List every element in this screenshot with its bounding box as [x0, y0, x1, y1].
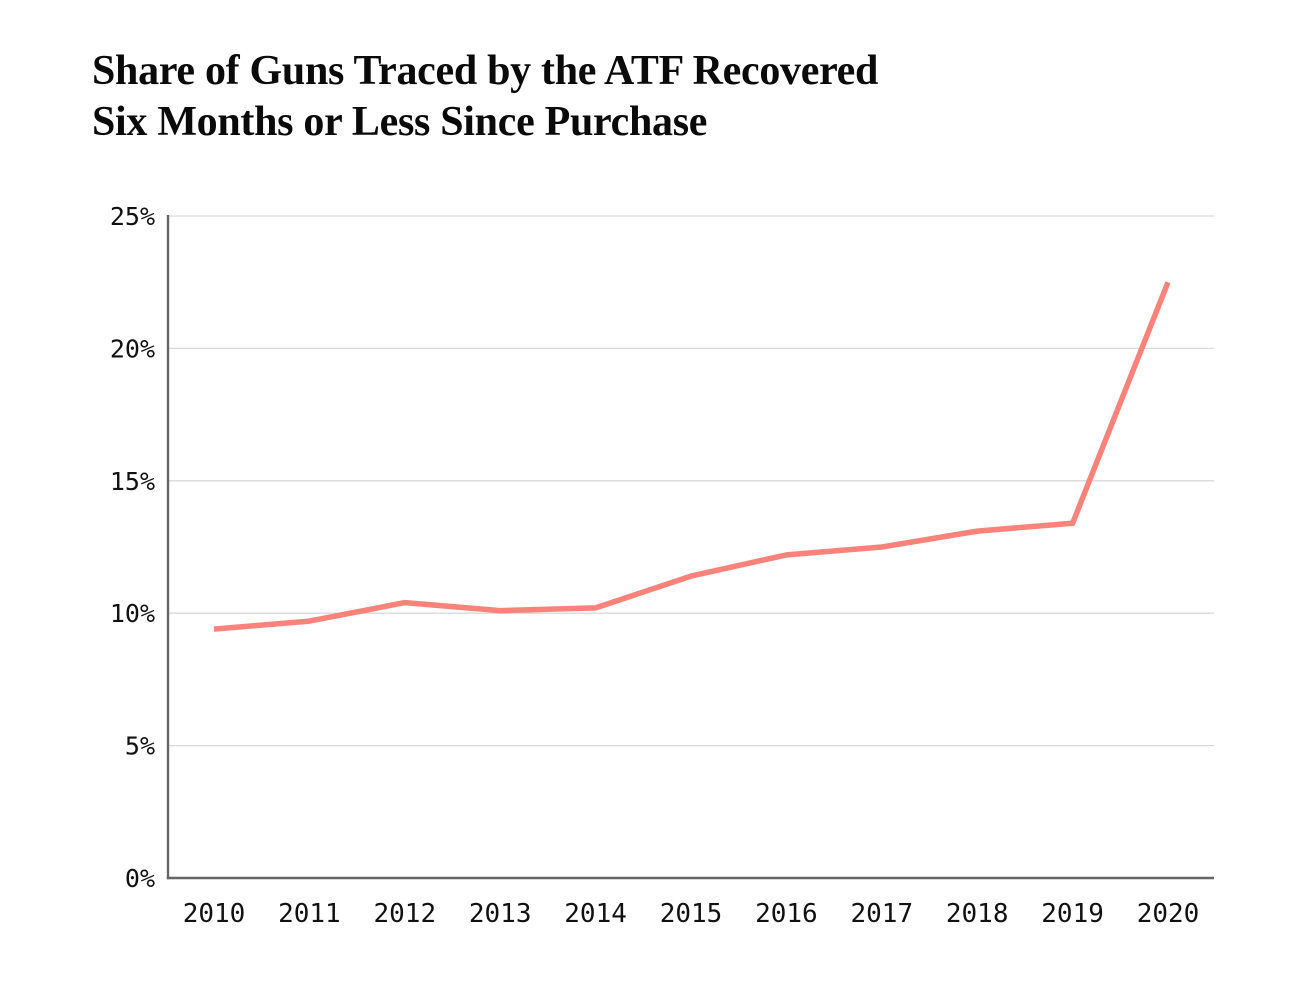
- x-tick-label: 2014: [564, 899, 627, 929]
- x-tick-label: 2018: [946, 899, 1009, 929]
- y-tick-label: 15%: [110, 467, 155, 496]
- y-axis-labels: 0% 5% 10% 15% 20% 25%: [110, 202, 155, 893]
- x-tick-label: 2011: [278, 899, 341, 929]
- x-tick-label: 2010: [183, 899, 246, 929]
- y-tick-label: 20%: [110, 334, 155, 363]
- y-tick-label: 10%: [110, 599, 155, 628]
- gridlines: [168, 215, 1214, 747]
- y-tick-label: 25%: [110, 202, 155, 231]
- chart-title-line1: Share of Guns Traced by the ATF Recovere…: [92, 48, 879, 94]
- x-tick-label: 2013: [469, 899, 532, 929]
- axes: [166, 215, 1214, 880]
- y-tick-label: 0%: [125, 864, 155, 893]
- y-tick-label: 5%: [125, 732, 155, 761]
- data-line: [213, 281, 1171, 632]
- x-tick-label: 2019: [1041, 899, 1104, 929]
- x-tick-label: 2012: [373, 899, 436, 929]
- x-tick-label: 2016: [755, 899, 818, 929]
- x-tick-label: 2015: [660, 899, 723, 929]
- x-axis-labels: 2010 2011 2012 2013 2014 2015 2016 2017 2018 2019…: [183, 899, 1200, 929]
- x-tick-label: 2017: [850, 899, 913, 929]
- x-tick-label: 2020: [1137, 899, 1200, 929]
- chart-title-line2: Six Months or Less Since Purchase: [92, 99, 708, 145]
- chart-title: Share of Guns Traced by the ATF Recovere…: [92, 46, 878, 148]
